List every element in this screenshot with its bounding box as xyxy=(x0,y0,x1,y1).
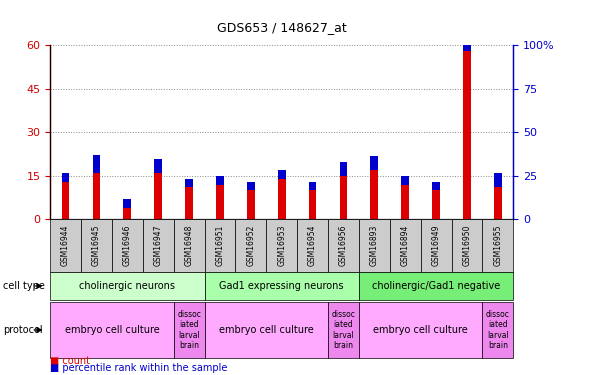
Bar xyxy=(463,7,471,51)
Text: GSM16948: GSM16948 xyxy=(185,225,194,266)
Text: cholinergic neurons: cholinergic neurons xyxy=(79,281,175,291)
Bar xyxy=(155,173,162,219)
Bar xyxy=(216,176,224,184)
Bar xyxy=(371,170,378,219)
Text: GSM16954: GSM16954 xyxy=(308,225,317,266)
Bar xyxy=(93,155,100,173)
Bar xyxy=(494,188,502,219)
Bar xyxy=(216,184,224,219)
Bar xyxy=(93,173,100,219)
Text: dissoc
iated
larval
brain: dissoc iated larval brain xyxy=(177,310,201,350)
Bar xyxy=(247,190,255,219)
Text: GSM16945: GSM16945 xyxy=(92,225,101,266)
Text: GSM16949: GSM16949 xyxy=(432,225,441,266)
Text: GSM16951: GSM16951 xyxy=(215,225,224,266)
Text: GDS653 / 148627_at: GDS653 / 148627_at xyxy=(217,21,346,34)
Text: GSM16956: GSM16956 xyxy=(339,225,348,266)
Bar xyxy=(494,174,502,188)
Text: dissoc
iated
larval
brain: dissoc iated larval brain xyxy=(486,310,510,350)
Text: GSM16952: GSM16952 xyxy=(247,225,255,266)
Bar xyxy=(62,173,70,182)
Bar xyxy=(463,51,471,219)
Text: embryo cell culture: embryo cell culture xyxy=(373,325,468,335)
Text: GSM16947: GSM16947 xyxy=(154,225,163,266)
Bar xyxy=(185,179,193,188)
Text: cholinergic/Gad1 negative: cholinergic/Gad1 negative xyxy=(372,281,500,291)
Text: GSM16950: GSM16950 xyxy=(463,225,471,266)
Bar xyxy=(62,182,70,219)
Bar xyxy=(278,179,286,219)
Text: ■ percentile rank within the sample: ■ percentile rank within the sample xyxy=(50,363,228,373)
Bar xyxy=(401,176,409,184)
Text: GSM16894: GSM16894 xyxy=(401,225,409,266)
Bar xyxy=(432,190,440,219)
Text: dissoc
iated
larval
brain: dissoc iated larval brain xyxy=(332,310,355,350)
Text: GSM16946: GSM16946 xyxy=(123,225,132,266)
Bar xyxy=(309,190,316,219)
Bar xyxy=(123,208,131,219)
Bar xyxy=(340,176,348,219)
Bar xyxy=(155,159,162,173)
Text: ■ count: ■ count xyxy=(50,356,90,366)
Bar xyxy=(278,170,286,179)
Text: GSM16955: GSM16955 xyxy=(493,225,502,266)
Text: embryo cell culture: embryo cell culture xyxy=(219,325,314,335)
Bar xyxy=(432,182,440,190)
Text: Gad1 expressing neurons: Gad1 expressing neurons xyxy=(219,281,344,291)
Text: GSM16944: GSM16944 xyxy=(61,225,70,266)
Bar xyxy=(123,199,131,208)
Text: embryo cell culture: embryo cell culture xyxy=(64,325,159,335)
Text: cell type: cell type xyxy=(3,281,45,291)
Bar xyxy=(340,162,348,176)
Bar xyxy=(185,188,193,219)
Bar xyxy=(401,184,409,219)
Text: GSM16893: GSM16893 xyxy=(370,225,379,266)
Bar xyxy=(247,182,255,190)
Text: GSM16953: GSM16953 xyxy=(277,225,286,266)
Bar xyxy=(371,156,378,170)
Bar xyxy=(309,182,316,190)
Text: protocol: protocol xyxy=(3,325,42,335)
